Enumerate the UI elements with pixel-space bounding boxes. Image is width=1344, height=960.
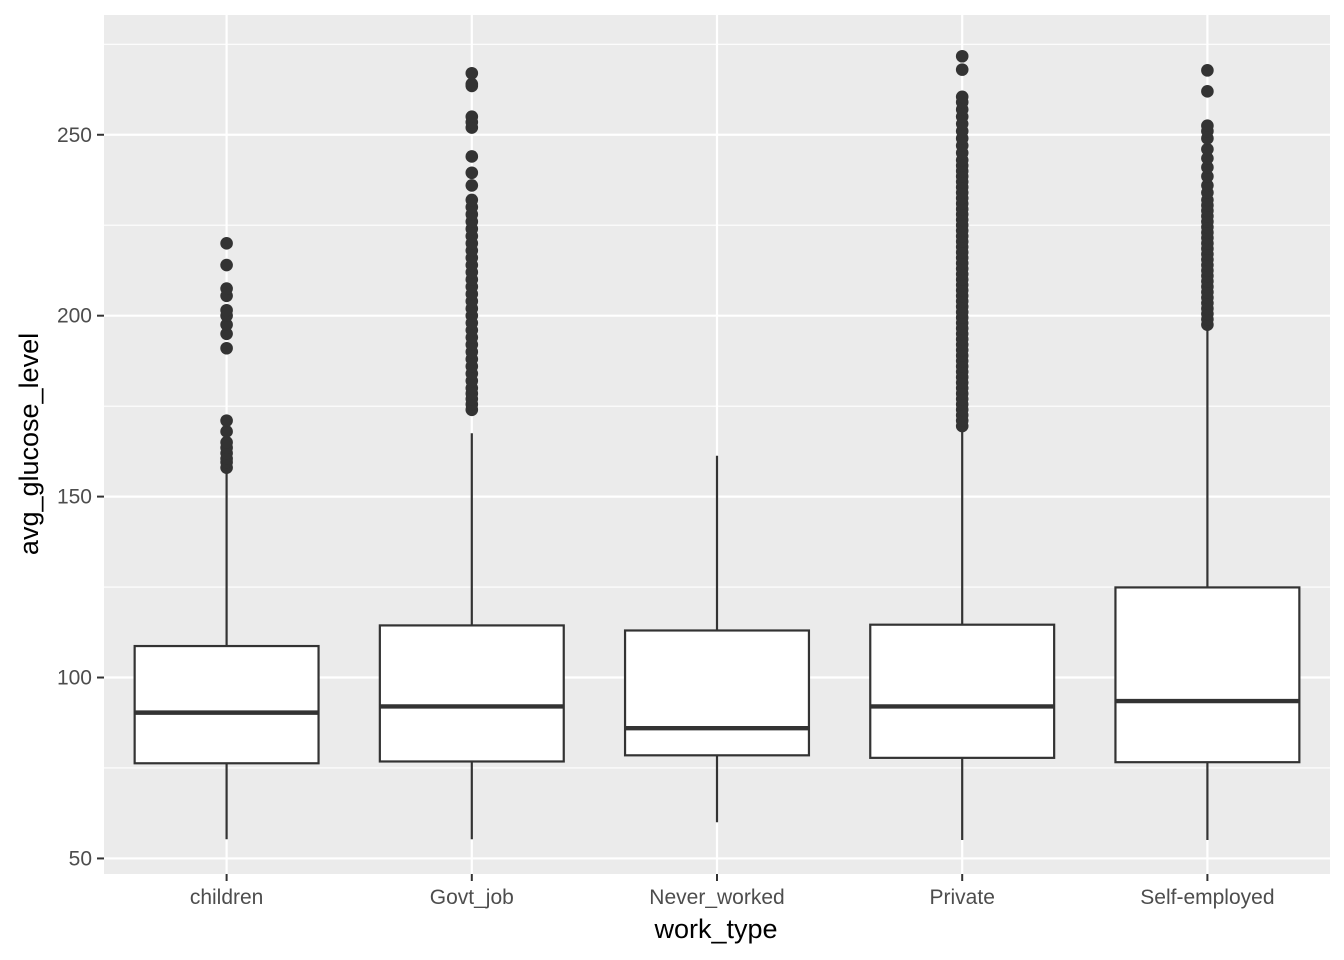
outlier-point	[1201, 119, 1214, 133]
box-iqr	[1114, 586, 1301, 764]
outlier-point	[465, 166, 479, 180]
x-axis-title: work_type	[653, 914, 777, 944]
y-tick-label: 200	[57, 305, 92, 328]
outlier-point	[220, 303, 233, 317]
outlier-point	[220, 237, 233, 250]
x-tick-label: Never_worked	[649, 886, 784, 909]
outlier-point	[465, 193, 479, 207]
outlier-point	[1201, 161, 1214, 174]
outlier-point	[1201, 64, 1214, 77]
box-iqr	[623, 629, 811, 757]
outlier-point	[1201, 142, 1214, 156]
y-tick-label: 150	[57, 486, 92, 509]
outlier-point	[220, 318, 233, 332]
box-iqr	[133, 644, 320, 765]
axis-layer: 50 100 150 200 250 children Govt_job Never_work…	[57, 124, 1275, 909]
outlier-point	[955, 49, 969, 63]
outlier-point	[1201, 170, 1214, 183]
x-tick-label: children	[190, 886, 264, 909]
outlier-point	[1201, 179, 1214, 192]
x-tick-label: Govt_job	[430, 886, 514, 909]
outlier-point	[465, 77, 479, 91]
outlier-point	[465, 110, 479, 123]
box-Never_worked	[623, 455, 811, 823]
outlier-point	[220, 327, 233, 341]
outlier-layer	[220, 49, 1214, 474]
box-iqr	[869, 623, 1056, 759]
outlier-point	[465, 150, 479, 163]
outlier-point	[220, 282, 233, 295]
x-tick-label: Private	[930, 886, 995, 909]
outlier-point	[220, 414, 233, 427]
box-Self-employed	[1114, 326, 1301, 840]
x-tick-label: Self-employed	[1140, 886, 1274, 909]
box-children	[133, 471, 320, 840]
y-tick-label: 100	[57, 667, 92, 690]
box-Govt_job	[378, 433, 565, 840]
outlier-point	[220, 425, 233, 438]
outlier-point	[955, 90, 969, 104]
y-axis-title: avg_glucose_level	[14, 333, 44, 555]
box-iqr	[378, 624, 565, 763]
outlier-point	[955, 63, 969, 76]
outlier-point	[220, 436, 233, 449]
outlier-point	[1201, 85, 1214, 98]
box-Private	[869, 427, 1056, 840]
outlier-point	[220, 258, 233, 272]
outlier-point	[220, 341, 233, 355]
outlier-point	[1201, 151, 1214, 165]
outlier-point	[465, 179, 479, 192]
y-tick-label: 250	[57, 124, 92, 147]
box-layer	[133, 326, 1301, 840]
outlier-point	[465, 66, 479, 80]
y-tick-label: 50	[69, 847, 92, 870]
